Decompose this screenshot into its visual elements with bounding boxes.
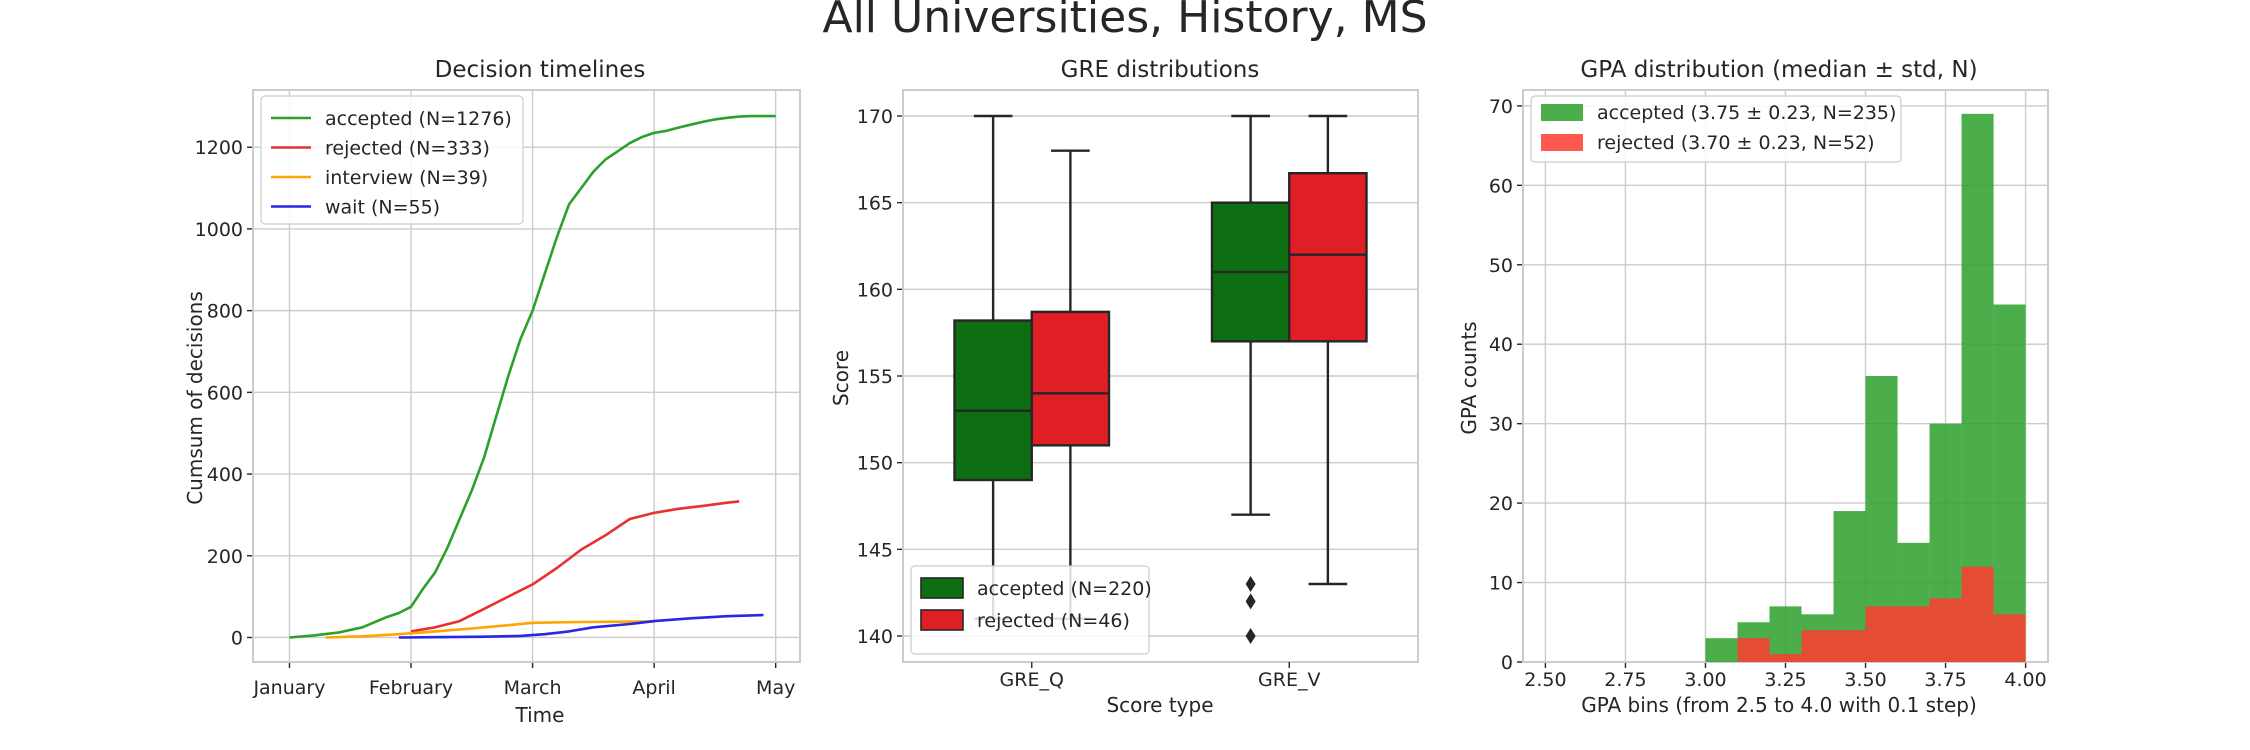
- legend-label-0: accepted (N=1276): [325, 108, 512, 130]
- hist-bar-1: [1865, 606, 1898, 662]
- y-tick-label: 70: [1489, 96, 1513, 118]
- series-line-3: [398, 613, 764, 639]
- y-tick-label: 160: [857, 279, 893, 301]
- legend-label-2: interview (N=39): [325, 167, 488, 189]
- x-tick-label: 3.50: [1844, 669, 1886, 691]
- y-tick-label: 165: [857, 193, 893, 215]
- x-tick-label: GRE_Q: [1000, 669, 1064, 691]
- y-tick-label: 1000: [195, 219, 243, 241]
- legend-patch-0: [920, 577, 964, 599]
- y-tick-label: 30: [1489, 414, 1513, 436]
- legend-label-1: rejected (N=333): [325, 138, 490, 160]
- legend-label-3: wait (N=55): [325, 197, 440, 219]
- x-tick-label: February: [369, 677, 453, 699]
- x-tick-label: 3.25: [1764, 669, 1806, 691]
- y-tick-label: 140: [857, 626, 893, 648]
- y-tick-label: 600: [207, 382, 243, 404]
- gpa-distribution-chart: GPA distribution (median ± std, N) GPA b…: [1457, 57, 2049, 717]
- legend-patch-0: [1541, 104, 1583, 121]
- hist-bar-1: [1769, 654, 1802, 662]
- gre-distributions-ylabel: Score: [829, 350, 853, 406]
- x-tick-label: April: [632, 677, 675, 699]
- y-tick-label: 60: [1489, 175, 1513, 197]
- x-tick-label: 3.75: [1924, 669, 1966, 691]
- figure-suptitle: All Universities, History, MS: [822, 0, 1427, 43]
- y-tick-label: 200: [207, 546, 243, 568]
- legend-frame: [260, 95, 524, 225]
- series-line-1: [410, 500, 740, 633]
- plot-frame: [252, 89, 801, 663]
- legend-label-0: accepted (3.75 ± 0.23, N=235): [1597, 102, 1896, 124]
- legend-patch-1: [920, 609, 964, 631]
- outlier-marker: [1245, 593, 1256, 610]
- decision-timelines-title: Decision timelines: [435, 57, 646, 83]
- hist-bar-1: [1961, 566, 1994, 662]
- legend-label-1: rejected (N=46): [977, 610, 1130, 632]
- y-tick-label: 1200: [195, 137, 243, 159]
- decision-timelines-xlabel: Time: [515, 703, 565, 727]
- gpa-distribution-xlabel: GPA bins (from 2.5 to 4.0 with 0.1 step): [1581, 693, 1977, 717]
- box-1-1: [1288, 171, 1368, 343]
- x-tick-label: May: [756, 677, 795, 699]
- gpa-distribution-ylabel: GPA counts: [1457, 321, 1481, 434]
- y-tick-label: 0: [231, 627, 243, 649]
- plot-frame: [902, 89, 1419, 663]
- gre-distributions-xlabel: Score type: [1106, 693, 1213, 717]
- hist-bar-1: [1993, 614, 2026, 662]
- y-tick-label: 40: [1489, 334, 1513, 356]
- outlier-marker: [1245, 628, 1256, 644]
- y-tick-label: 800: [207, 301, 243, 323]
- y-tick-label: 10: [1489, 573, 1513, 595]
- hist-bar-0: [1993, 304, 2026, 662]
- hist-bar-1: [1833, 630, 1866, 662]
- legend-label-0: accepted (N=220): [977, 578, 1152, 600]
- y-tick-label: 20: [1489, 493, 1513, 515]
- gre-distributions-title: GRE distributions: [1061, 57, 1260, 83]
- x-tick-label: March: [504, 677, 562, 699]
- legend-frame: [910, 565, 1150, 655]
- y-tick-label: 50: [1489, 255, 1513, 277]
- hist-bar-1: [1737, 638, 1770, 662]
- box-0-0: [953, 319, 1033, 482]
- x-tick-label: 2.75: [1604, 669, 1646, 691]
- y-tick-label: 0: [1501, 652, 1513, 674]
- decision-timelines-ylabel: Cumsum of decisions: [183, 291, 207, 505]
- hist-bar-0: [1705, 638, 1738, 662]
- y-tick-label: 155: [857, 366, 893, 388]
- decision-timelines-chart: Decision timelines Time Cumsum of decisi…: [183, 57, 801, 727]
- series-line-0: [289, 114, 776, 639]
- hist-bar-1: [1801, 630, 1834, 662]
- x-tick-label: 3.00: [1684, 669, 1726, 691]
- x-tick-label: GRE_V: [1258, 669, 1320, 691]
- legend-label-1: rejected (3.70 ± 0.23, N=52): [1597, 132, 1875, 154]
- legend-frame: [1530, 95, 1902, 163]
- hist-bar-1: [1929, 598, 1962, 662]
- x-tick-label: 4.00: [2004, 669, 2046, 691]
- x-tick-label: 2.50: [1524, 669, 1566, 691]
- hist-bar-1: [1897, 606, 1930, 662]
- outlier-marker: [1245, 576, 1256, 592]
- hist-bar-0: [1769, 606, 1802, 662]
- y-tick-label: 400: [207, 464, 243, 486]
- box-1-0: [1030, 310, 1111, 447]
- y-tick-label: 150: [857, 453, 893, 475]
- y-tick-label: 170: [857, 106, 893, 128]
- y-tick-label: 145: [857, 539, 893, 561]
- gre-distributions-chart: GRE distributions Score type Score 140 14…: [829, 57, 1419, 717]
- legend-patch-1: [1541, 134, 1583, 151]
- series-line-2: [325, 620, 655, 639]
- x-tick-label: January: [252, 677, 325, 699]
- gpa-distribution-title: GPA distribution (median ± std, N): [1580, 57, 1977, 83]
